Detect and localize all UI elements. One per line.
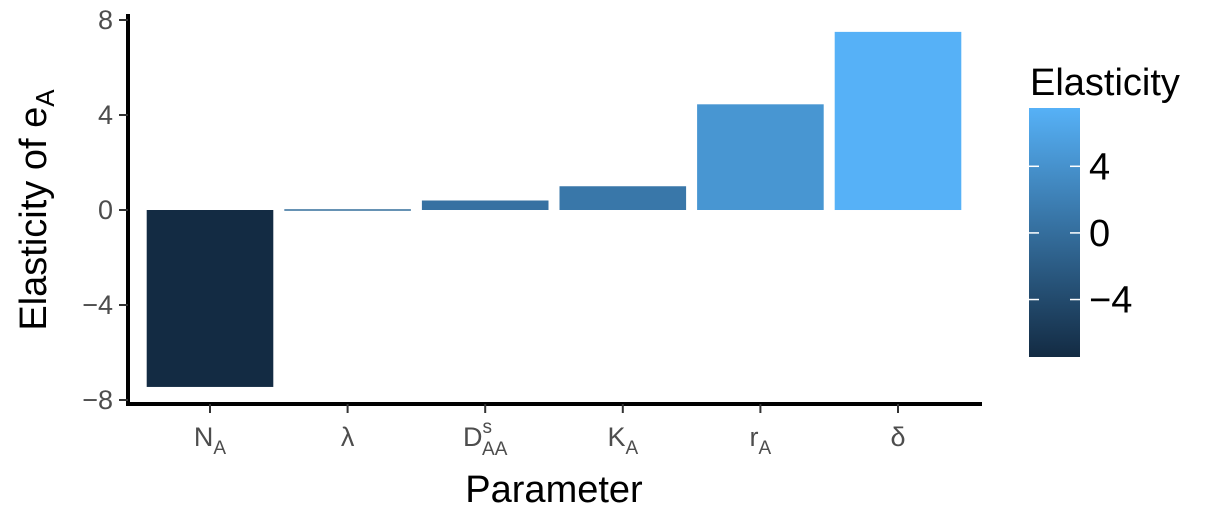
x-axis-title: Parameter (465, 469, 643, 511)
legend-tick-label: 0 (1089, 213, 1110, 255)
legend-tick-label: −4 (1089, 280, 1132, 322)
x-tick-label-0: NA (194, 422, 227, 459)
y-tick-label: −4 (82, 290, 113, 320)
y-tick-label: 4 (98, 100, 113, 130)
y-axis-title-base: Elasticity of e (13, 107, 55, 331)
legend-ticks-group: 4 0 −4 (1029, 146, 1132, 322)
y-tick-label: −8 (82, 385, 113, 415)
bar-4 (697, 104, 824, 210)
x-tick-label-2: Ds AA (463, 417, 508, 460)
y-tick-label: 0 (98, 195, 113, 225)
y-axis-title: Elasticity of eA (13, 89, 60, 331)
bar-5 (834, 31, 962, 211)
y-ticks-group: −8 −4 0 4 8 (82, 5, 128, 415)
x-tick-label-1: λ (341, 422, 355, 452)
y-tick-label: 8 (98, 5, 113, 35)
y-axis-title-sub: A (30, 89, 60, 107)
bars-group (146, 31, 962, 387)
colorbar-legend: Elasticity 4 0 −4 (1029, 62, 1180, 357)
legend-tick-label: 4 (1089, 146, 1110, 188)
x-tick-label-4: rA (750, 422, 772, 459)
legend-title: Elasticity (1030, 62, 1180, 104)
bar-0 (146, 210, 274, 387)
x-ticks-group: NA λ Ds AA KA rA δ (194, 404, 906, 460)
bar-2 (421, 200, 549, 210)
x-tick-label-5: δ (890, 422, 905, 452)
bar-3 (559, 186, 687, 210)
x-tick-label-3: KA (607, 422, 638, 459)
bar-1 (284, 209, 411, 211)
